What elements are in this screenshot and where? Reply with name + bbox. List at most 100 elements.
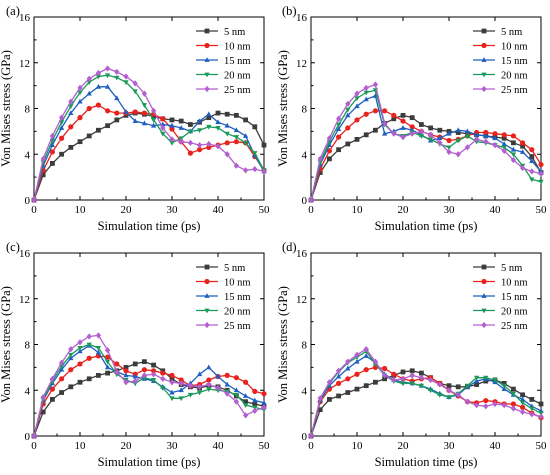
series-line: [310, 95, 542, 201]
legend-marker: [204, 85, 210, 93]
x-tick-label: 50: [259, 204, 271, 216]
data-point: [141, 120, 148, 126]
data-point: [382, 376, 387, 382]
legend: 5 nm 10 nm 15 nm 20 nm 25 nm: [473, 27, 528, 96]
data-point: [86, 376, 92, 382]
x-tick-label: 50: [536, 440, 548, 452]
data-point: [150, 107, 157, 114]
data-point: [437, 127, 443, 133]
data-point: [169, 117, 175, 123]
data-point: [234, 112, 239, 118]
data-point: [345, 358, 351, 365]
legend-label: 5 nm: [501, 263, 522, 274]
data-point: [40, 155, 46, 162]
panel-label: (c): [6, 240, 20, 254]
data-point: [242, 393, 249, 398]
x-tick-label: 0: [308, 204, 314, 216]
data-point: [446, 383, 452, 389]
legend-marker: [481, 278, 487, 285]
data-point: [464, 144, 471, 151]
data-point: [123, 379, 129, 386]
data-point: [77, 90, 83, 96]
x-tick-label: 50: [536, 204, 548, 216]
data-point: [437, 135, 443, 141]
data-point: [178, 377, 184, 383]
data-point: [400, 118, 406, 124]
data-point: [132, 361, 138, 367]
data-point: [105, 108, 111, 114]
data-point: [308, 196, 314, 204]
data-point: [114, 75, 120, 81]
data-point: [455, 391, 461, 398]
legend-marker: [204, 321, 210, 329]
data-point: [141, 90, 148, 97]
data-point: [160, 116, 166, 122]
data-point: [492, 378, 498, 383]
x-tick-label: 40: [213, 204, 225, 216]
data-point: [206, 115, 212, 121]
data-point: [373, 379, 378, 385]
data-point: [123, 73, 129, 80]
data-point: [400, 381, 406, 387]
data-point: [529, 177, 535, 183]
data-point: [206, 377, 212, 383]
data-point: [345, 141, 351, 147]
data-point: [141, 372, 148, 379]
data-point: [501, 386, 507, 392]
legend-label: 10 nm: [224, 41, 251, 52]
data-point: [224, 140, 230, 146]
x-tick-label: 50: [259, 440, 271, 452]
data-point: [473, 378, 480, 384]
data-point: [427, 137, 434, 143]
legend-label: 5 nm: [224, 27, 245, 38]
data-point: [104, 364, 111, 370]
series-25-nm: [308, 81, 544, 204]
data-point: [224, 122, 230, 128]
data-point: [538, 170, 544, 177]
data-point: [382, 108, 388, 114]
data-point: [455, 127, 461, 133]
data-point: [409, 372, 415, 379]
series-line: [33, 344, 265, 437]
data-point: [354, 103, 360, 109]
data-point: [372, 81, 379, 88]
data-point: [372, 358, 379, 365]
legend-marker: [204, 308, 210, 314]
data-point: [77, 98, 83, 104]
legend-marker: [481, 28, 487, 34]
data-point: [95, 332, 102, 339]
data-point: [178, 380, 184, 387]
data-point: [77, 379, 83, 385]
data-point: [538, 179, 544, 185]
data-point: [160, 131, 166, 137]
data-point: [178, 387, 184, 393]
series-15-nm: [31, 83, 267, 202]
data-point: [132, 377, 138, 385]
data-point: [501, 401, 507, 409]
data-point: [132, 109, 138, 115]
data-point: [86, 90, 92, 96]
legend-label: 5 nm: [224, 263, 245, 274]
data-point: [492, 131, 498, 137]
data-point: [196, 141, 203, 149]
legend-marker: [204, 278, 210, 285]
data-point: [160, 386, 166, 391]
data-point: [427, 376, 434, 384]
data-point: [529, 411, 535, 418]
data-point: [77, 139, 83, 145]
data-point: [178, 138, 184, 145]
data-point: [233, 387, 240, 393]
data-point: [492, 135, 498, 141]
x-axis-title: Simulation time (ps): [375, 219, 478, 233]
data-point: [114, 110, 120, 116]
data-point: [96, 372, 101, 378]
data-point: [169, 126, 175, 132]
legend: 5 nm 10 nm 15 nm 20 nm 25 nm: [196, 263, 251, 332]
data-point: [511, 140, 516, 146]
series-25-nm: [308, 345, 544, 440]
y-tick-label: 8: [302, 340, 308, 352]
data-point: [242, 140, 249, 146]
data-point: [327, 397, 332, 402]
data-point: [68, 124, 74, 130]
